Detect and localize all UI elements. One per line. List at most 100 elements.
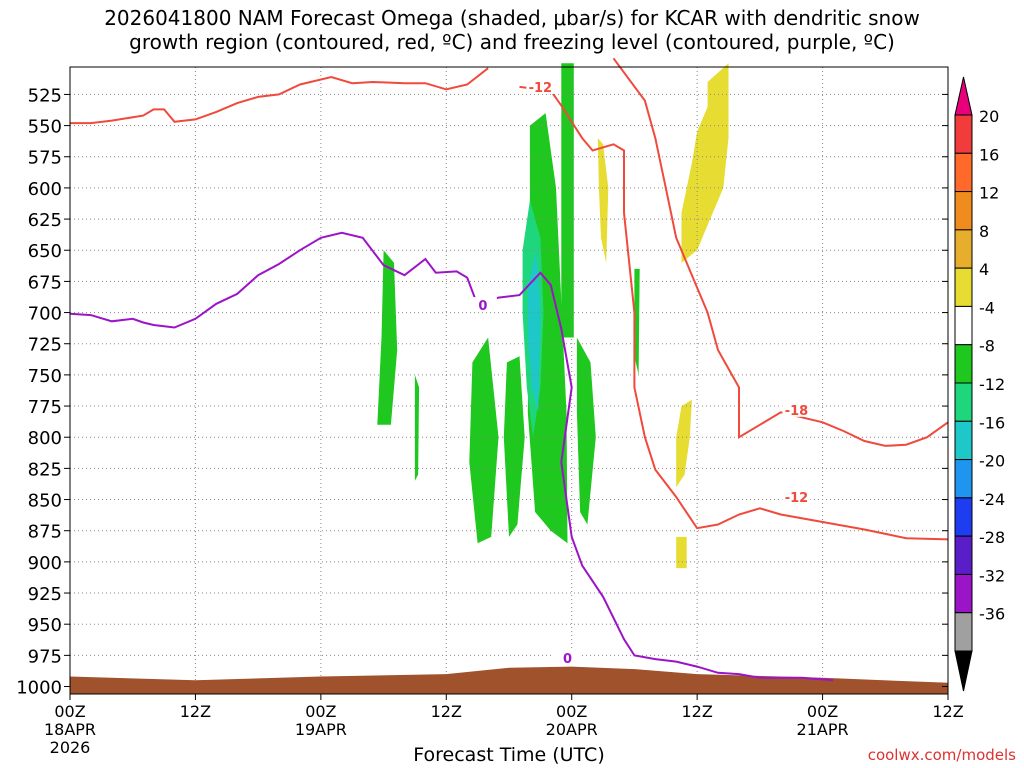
y-tick-label: 675 [28, 272, 62, 293]
x-tick-label: 2026 [50, 738, 91, 757]
plot-frame [69, 66, 949, 695]
y-tick-label: 625 [28, 210, 62, 231]
contour-label-minus12-lower-bg [782, 489, 811, 505]
omega-region-6 [576, 337, 596, 525]
colorbar-bottom-triangle [954, 650, 973, 692]
colorbar-label: -36 [979, 605, 1005, 624]
x-tick-label: 00Z [807, 702, 838, 721]
x-tick-label: 00Z [54, 702, 85, 721]
omega-region-11 [681, 63, 729, 263]
colorbar-band [954, 344, 973, 384]
omega-region-13 [676, 536, 687, 569]
title-line-1: 2026041800 NAM Forecast Omega (shaded, μ… [104, 6, 920, 30]
omega-region-10 [597, 138, 609, 263]
chart-title: 2026041800 NAM Forecast Omega (shaded, μ… [0, 6, 1024, 54]
colorbar-band [954, 420, 973, 461]
colorbar-band [954, 535, 973, 575]
colorbar-label: 20 [979, 107, 999, 126]
colorbar-label: 12 [979, 184, 999, 203]
x-tick-label: 19APR [295, 720, 347, 739]
y-tick-label: 750 [28, 366, 62, 387]
colorbar-label: -8 [979, 337, 995, 356]
colorbar-band [954, 459, 973, 499]
omega-region-3 [503, 356, 525, 537]
y-tick-label: 825 [28, 459, 62, 480]
contours: -12 -12 -18 0 0 [69, 57, 949, 682]
contour-label-minus12-upper: -12 [529, 81, 553, 96]
omega-region-5 [414, 374, 420, 481]
y-tick-label: 525 [28, 85, 62, 106]
freezing-level-contour [69, 231, 834, 682]
y-tick-label: 800 [28, 428, 62, 449]
y-tick-label: 575 [28, 148, 62, 169]
x-tick-label: 00Z [556, 702, 587, 721]
colorbar-band [954, 152, 973, 193]
y-tick-label: 650 [28, 241, 62, 262]
freezing-label-1: 0 [478, 299, 487, 314]
omega-region-4 [377, 250, 398, 425]
colorbar-band [954, 267, 973, 307]
x-tick-label: 12Z [180, 702, 211, 721]
freezing-label-2: 0 [563, 652, 572, 667]
y-tick-label: 1000 [16, 678, 62, 699]
colorbar-band [954, 382, 973, 422]
y-tick-label: 875 [28, 522, 62, 543]
isotherm-contour-1 [519, 85, 949, 541]
isotherm-contour-0 [70, 67, 489, 125]
isotherm-contour-2 [612, 57, 949, 447]
x-tick-label: 21APR [797, 720, 849, 739]
colorbar-band [954, 305, 973, 346]
colorbar-label: -28 [979, 528, 1005, 547]
colorbar: 20 16 12 8 4 -4 -8 -12 -16 -20 -24 -28 -32 -36 [954, 76, 1005, 692]
contour-label-minus18: -18 [785, 404, 809, 419]
colorbar-label: -32 [979, 566, 1005, 585]
terrain [70, 666, 948, 694]
colorbar-label: -20 [979, 452, 1005, 471]
y-tick-label: 950 [28, 615, 62, 636]
omega-region-7 [634, 268, 640, 375]
x-axis-label: Forecast Time (UTC) [413, 744, 605, 766]
colorbar-label: 16 [979, 145, 999, 164]
colorbar-label: -16 [979, 413, 1005, 432]
x-tick-label: 12Z [681, 702, 712, 721]
omega-region-1 [527, 113, 568, 544]
colorbar-band [954, 114, 973, 154]
x-tick-label: 20APR [546, 720, 598, 739]
colorbar-top-triangle [954, 76, 973, 116]
omega-region-9 [527, 250, 541, 413]
omega-region-2 [469, 337, 499, 544]
freezing-label-1-bg [468, 297, 497, 313]
y-tick-label: 550 [28, 117, 62, 138]
freezing-label-2-bg [553, 649, 582, 665]
omega-region-0 [561, 63, 574, 338]
colorbar-band [954, 191, 973, 231]
title-line-2: growth region (contoured, red, ºC) and f… [129, 30, 895, 54]
axes: 525 550 575 600 625 650 675 700 725 750 775 800 825 8… [16, 66, 964, 757]
y-tick-label: 850 [28, 491, 62, 512]
colorbar-label: 4 [979, 260, 989, 279]
credit-link[interactable]: coolwx.com/models [867, 746, 1016, 764]
colorbar-label: -24 [979, 490, 1005, 509]
colorbar-band [954, 573, 973, 614]
colorbar-label: 8 [979, 222, 989, 241]
y-tick-label: 975 [28, 646, 62, 667]
x-tick-label: 18APR [44, 720, 96, 739]
y-tick-label: 900 [28, 553, 62, 574]
colorbar-band [954, 612, 973, 652]
y-tick-label: 725 [28, 335, 62, 356]
colorbar-label: -12 [979, 375, 1005, 394]
colorbar-band [954, 229, 973, 269]
y-tick-label: 600 [28, 179, 62, 200]
x-tick-label: 12Z [932, 702, 963, 721]
x-tick-label: 00Z [305, 702, 336, 721]
y-tick-label: 775 [28, 397, 62, 418]
colorbar-label: -4 [979, 298, 995, 317]
y-tick-label: 700 [28, 304, 62, 325]
contour-label-minus12-lower: -12 [785, 491, 809, 506]
contour-label-minus18-bg [782, 401, 811, 417]
terrain-fill [70, 666, 948, 694]
omega-region-12 [676, 399, 692, 488]
colorbar-band [954, 497, 973, 537]
x-tick-label: 12Z [431, 702, 462, 721]
